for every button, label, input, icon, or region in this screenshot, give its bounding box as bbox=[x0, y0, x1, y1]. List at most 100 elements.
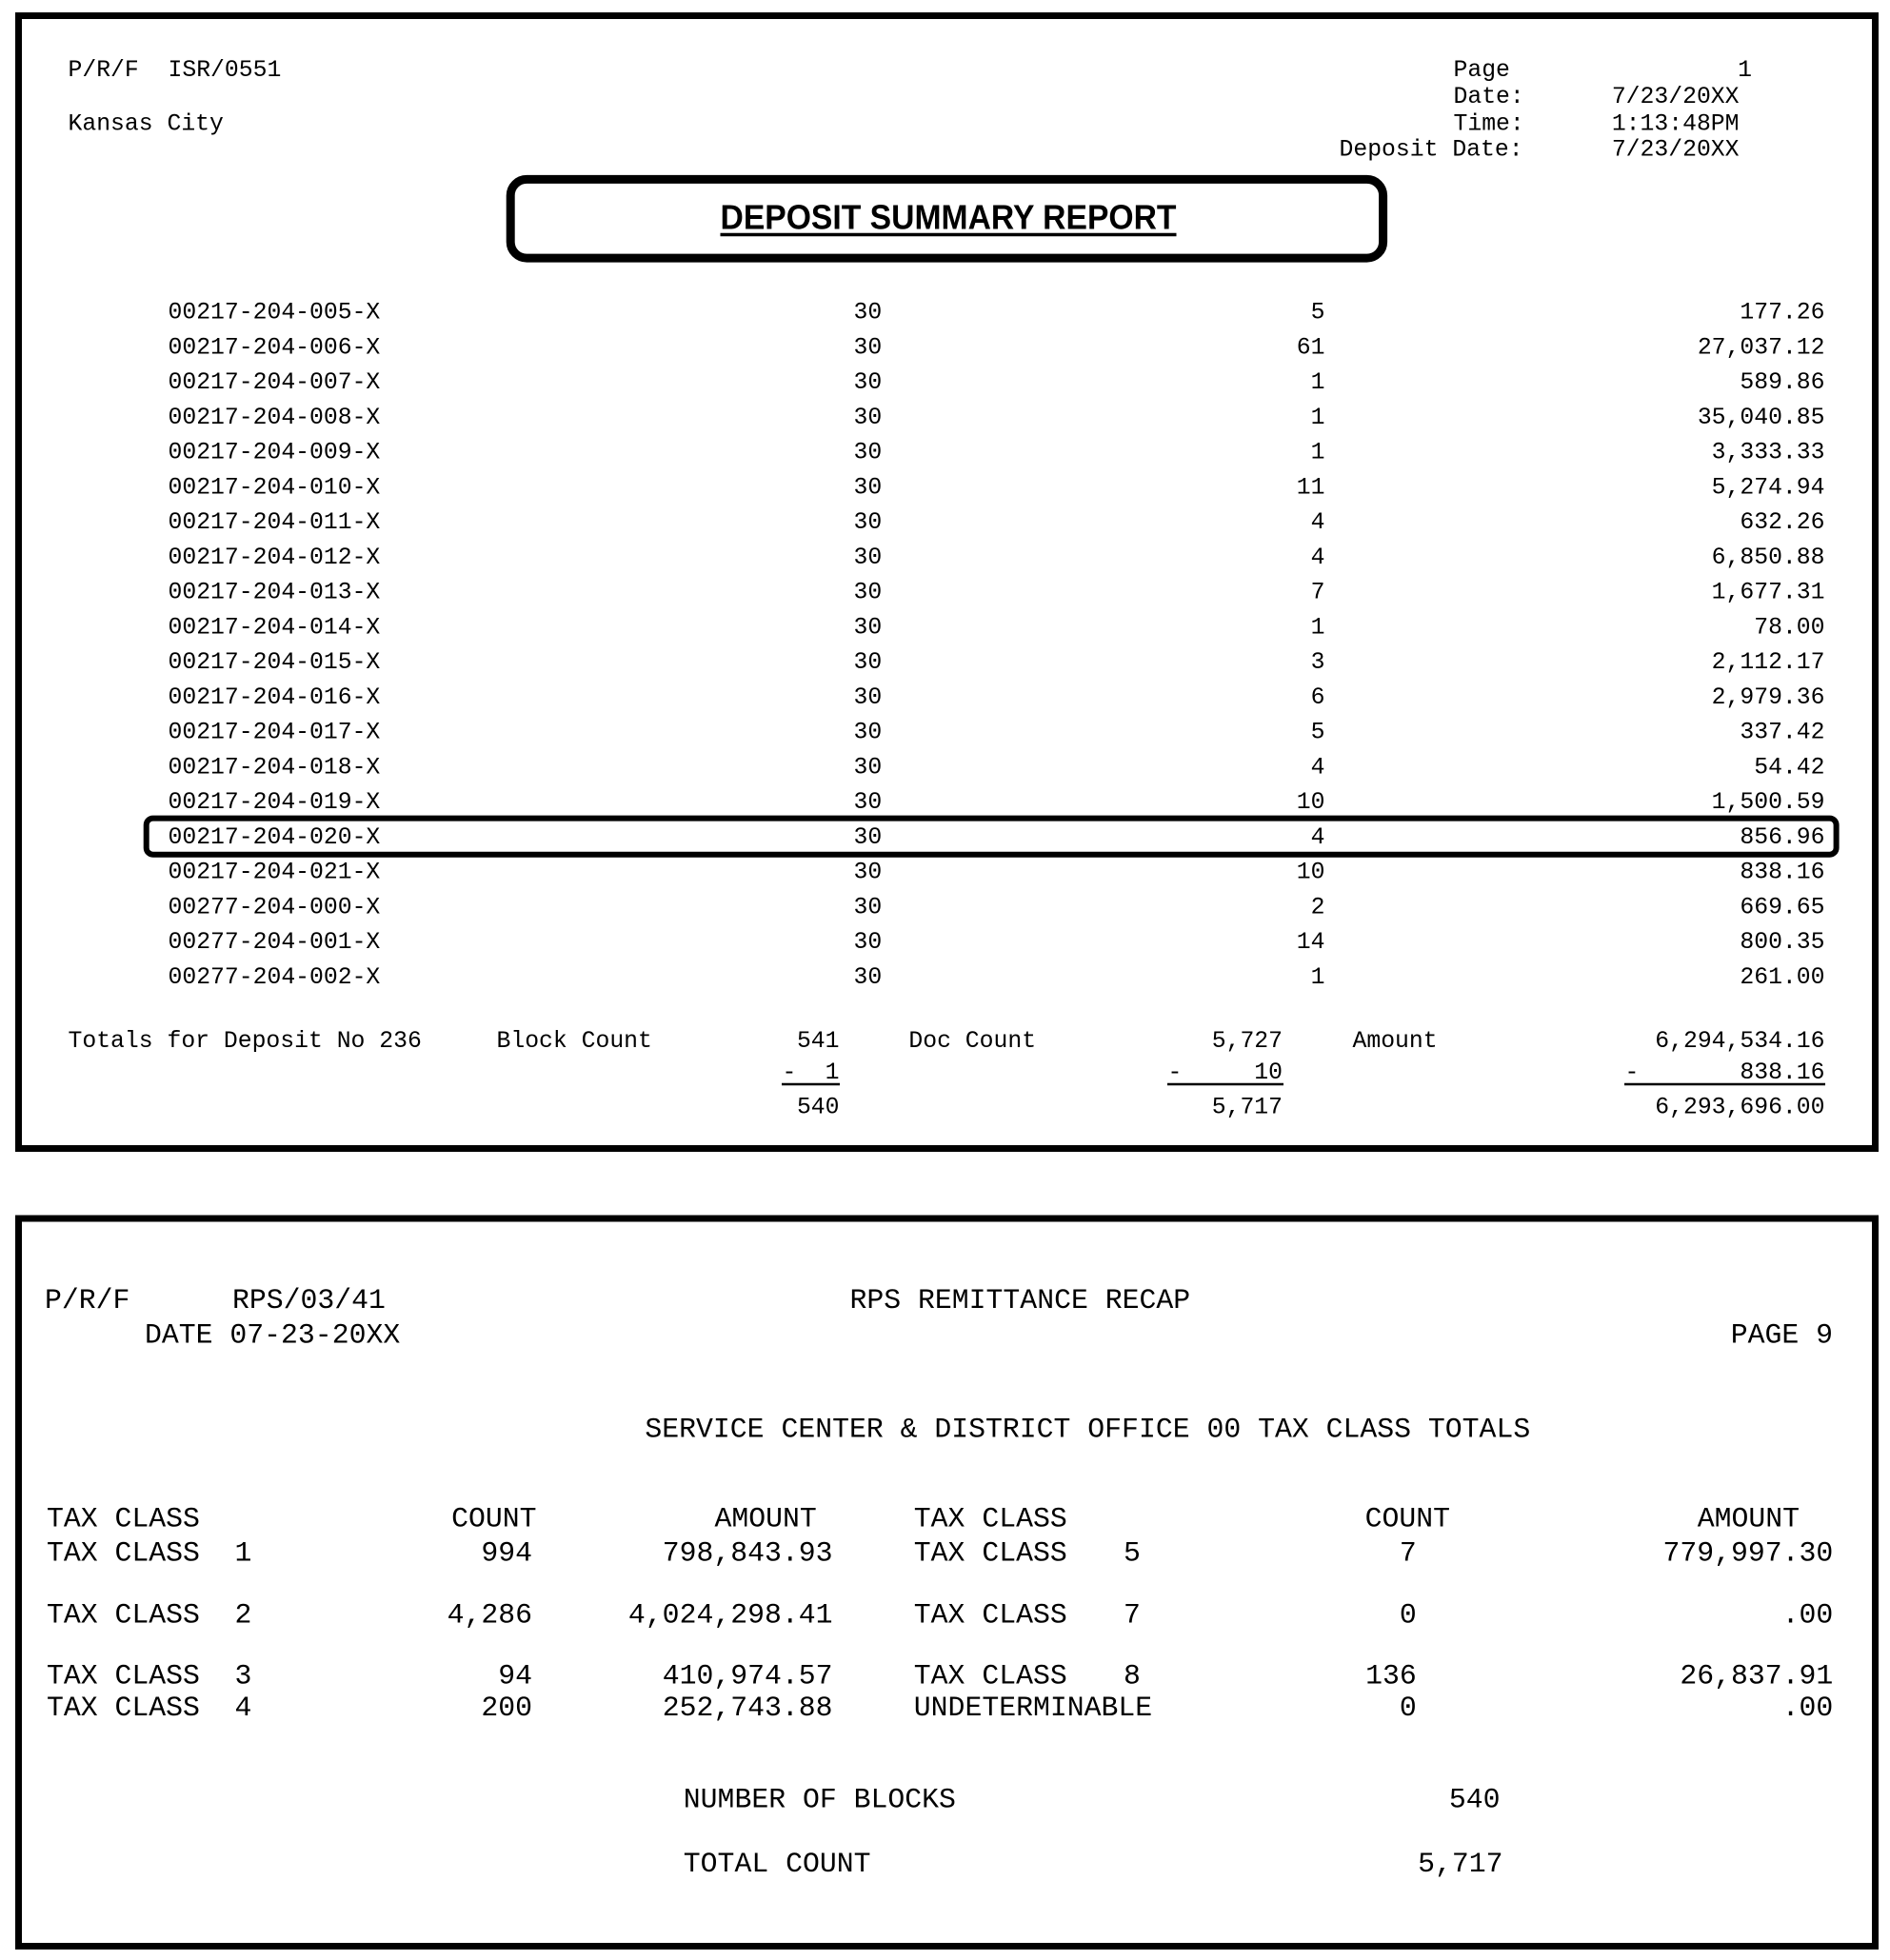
svg-text:Date:: Date: bbox=[1454, 84, 1524, 110]
svg-text:7/23/20XX: 7/23/20XX bbox=[1612, 84, 1740, 110]
svg-text:.00: .00 bbox=[1782, 1692, 1834, 1724]
svg-text:30: 30 bbox=[854, 894, 883, 921]
svg-text:10: 10 bbox=[1254, 1059, 1283, 1086]
svg-text:COUNT: COUNT bbox=[451, 1502, 536, 1534]
svg-text:Doc Count: Doc Count bbox=[908, 1028, 1036, 1055]
svg-text:2: 2 bbox=[1311, 894, 1325, 921]
svg-text:6,294,534.16: 6,294,534.16 bbox=[1655, 1028, 1824, 1055]
svg-text:1: 1 bbox=[1311, 440, 1325, 466]
svg-text:4,024,298.41: 4,024,298.41 bbox=[628, 1599, 833, 1632]
svg-text:TAX CLASS: TAX CLASS bbox=[47, 1660, 200, 1693]
svg-text:540: 540 bbox=[797, 1095, 840, 1121]
svg-text:30: 30 bbox=[854, 720, 883, 746]
svg-text:ISR/0551: ISR/0551 bbox=[169, 57, 282, 84]
svg-text:00277-204-001-X: 00277-204-001-X bbox=[169, 929, 381, 956]
svg-text:1,500.59: 1,500.59 bbox=[1712, 789, 1825, 816]
svg-text:2,112.17: 2,112.17 bbox=[1712, 649, 1825, 676]
svg-text:SERVICE CENTER & DISTRICT OFFI: SERVICE CENTER & DISTRICT OFFICE 00 TAX … bbox=[645, 1414, 1530, 1446]
svg-text:26,837.91: 26,837.91 bbox=[1680, 1660, 1833, 1693]
svg-text:4,286: 4,286 bbox=[448, 1599, 532, 1632]
svg-text:78.00: 78.00 bbox=[1754, 614, 1824, 641]
svg-text:1: 1 bbox=[1311, 964, 1325, 991]
svg-text:00217-204-005-X: 00217-204-005-X bbox=[169, 300, 381, 327]
svg-text:30: 30 bbox=[854, 544, 883, 571]
svg-text:Deposit Date:: Deposit Date: bbox=[1340, 137, 1523, 164]
svg-text:00217-204-006-X: 00217-204-006-X bbox=[169, 334, 381, 361]
svg-text:30: 30 bbox=[854, 929, 883, 956]
svg-text:1,677.31: 1,677.31 bbox=[1712, 580, 1825, 606]
svg-text:779,997.30: 779,997.30 bbox=[1662, 1537, 1833, 1570]
svg-text:2: 2 bbox=[235, 1599, 252, 1632]
svg-text:27,037.12: 27,037.12 bbox=[1698, 334, 1825, 361]
svg-text:30: 30 bbox=[854, 754, 883, 781]
svg-text:30: 30 bbox=[854, 614, 883, 641]
svg-text:00217-204-010-X: 00217-204-010-X bbox=[169, 474, 381, 501]
svg-text:TAX CLASS: TAX CLASS bbox=[47, 1692, 200, 1724]
svg-text:5,717: 5,717 bbox=[1212, 1095, 1283, 1121]
svg-text:5: 5 bbox=[1124, 1537, 1141, 1570]
svg-text:UNDETERMINABLE: UNDETERMINABLE bbox=[914, 1692, 1152, 1724]
svg-text:1:13:48PM: 1:13:48PM bbox=[1612, 110, 1740, 137]
svg-text:-: - bbox=[1625, 1059, 1640, 1086]
svg-text:1: 1 bbox=[826, 1059, 840, 1086]
svg-text:7: 7 bbox=[1400, 1537, 1417, 1570]
svg-text:261.00: 261.00 bbox=[1740, 964, 1824, 991]
svg-text:14: 14 bbox=[1297, 929, 1325, 956]
svg-text:30: 30 bbox=[854, 580, 883, 606]
svg-text:-: - bbox=[1168, 1059, 1183, 1086]
svg-text:838.16: 838.16 bbox=[1740, 860, 1824, 886]
svg-text:00217-204-021-X: 00217-204-021-X bbox=[169, 860, 381, 886]
svg-text:30: 30 bbox=[854, 860, 883, 886]
svg-text:252,743.88: 252,743.88 bbox=[663, 1692, 833, 1724]
svg-text:RPS REMITTANCE RECAP: RPS REMITTANCE RECAP bbox=[850, 1284, 1191, 1317]
svg-text:COUNT: COUNT bbox=[1365, 1502, 1450, 1534]
svg-text:30: 30 bbox=[854, 334, 883, 361]
svg-text:410,974.57: 410,974.57 bbox=[663, 1660, 833, 1693]
svg-text:00277-204-002-X: 00277-204-002-X bbox=[169, 964, 381, 991]
svg-text:30: 30 bbox=[854, 369, 883, 396]
svg-text:337.42: 337.42 bbox=[1740, 720, 1824, 746]
svg-text:00217-204-015-X: 00217-204-015-X bbox=[169, 649, 381, 676]
svg-text:4: 4 bbox=[1311, 509, 1325, 536]
svg-text:669.65: 669.65 bbox=[1740, 894, 1824, 921]
svg-text:6,850.88: 6,850.88 bbox=[1712, 544, 1825, 571]
svg-text:Time:: Time: bbox=[1454, 110, 1524, 137]
svg-text:Kansas City: Kansas City bbox=[69, 110, 225, 137]
svg-text:30: 30 bbox=[854, 440, 883, 466]
svg-text:.00: .00 bbox=[1782, 1599, 1834, 1632]
svg-text:30: 30 bbox=[854, 824, 883, 851]
svg-text:3: 3 bbox=[1311, 649, 1325, 676]
svg-text:1: 1 bbox=[235, 1537, 252, 1570]
svg-text:DATE 07-23-20XX: DATE 07-23-20XX bbox=[145, 1319, 400, 1352]
svg-text:00217-204-011-X: 00217-204-011-X bbox=[169, 509, 381, 536]
svg-text:0: 0 bbox=[1400, 1599, 1417, 1632]
svg-text:TAX CLASS: TAX CLASS bbox=[914, 1502, 1067, 1534]
svg-text:30: 30 bbox=[854, 789, 883, 816]
svg-text:30: 30 bbox=[854, 300, 883, 327]
svg-text:632.26: 632.26 bbox=[1740, 509, 1824, 536]
svg-text:30: 30 bbox=[854, 405, 883, 431]
svg-text:30: 30 bbox=[854, 509, 883, 536]
svg-text:856.96: 856.96 bbox=[1740, 824, 1824, 851]
svg-text:00217-204-016-X: 00217-204-016-X bbox=[169, 684, 381, 711]
svg-text:10: 10 bbox=[1297, 789, 1325, 816]
svg-text:00217-204-012-X: 00217-204-012-X bbox=[169, 544, 381, 571]
svg-text:3,333.33: 3,333.33 bbox=[1712, 440, 1825, 466]
svg-text:TAX CLASS: TAX CLASS bbox=[47, 1502, 200, 1534]
svg-text:3: 3 bbox=[235, 1660, 252, 1693]
svg-text:541: 541 bbox=[797, 1028, 840, 1055]
svg-text:TAX CLASS: TAX CLASS bbox=[914, 1537, 1067, 1570]
svg-text:136: 136 bbox=[1365, 1660, 1417, 1693]
svg-text:30: 30 bbox=[854, 474, 883, 501]
svg-text:35,040.85: 35,040.85 bbox=[1698, 405, 1825, 431]
svg-text:00217-204-018-X: 00217-204-018-X bbox=[169, 754, 381, 781]
svg-text:AMOUNT: AMOUNT bbox=[1698, 1502, 1800, 1534]
svg-text:200: 200 bbox=[481, 1692, 532, 1724]
svg-text:TAX CLASS: TAX CLASS bbox=[47, 1537, 200, 1570]
svg-text:4: 4 bbox=[1311, 544, 1325, 571]
svg-text:11: 11 bbox=[1297, 474, 1325, 501]
svg-text:TAX CLASS: TAX CLASS bbox=[47, 1599, 200, 1632]
svg-text:00217-204-017-X: 00217-204-017-X bbox=[169, 720, 381, 746]
svg-text:00217-204-014-X: 00217-204-014-X bbox=[169, 614, 381, 641]
svg-text:540: 540 bbox=[1449, 1784, 1501, 1816]
